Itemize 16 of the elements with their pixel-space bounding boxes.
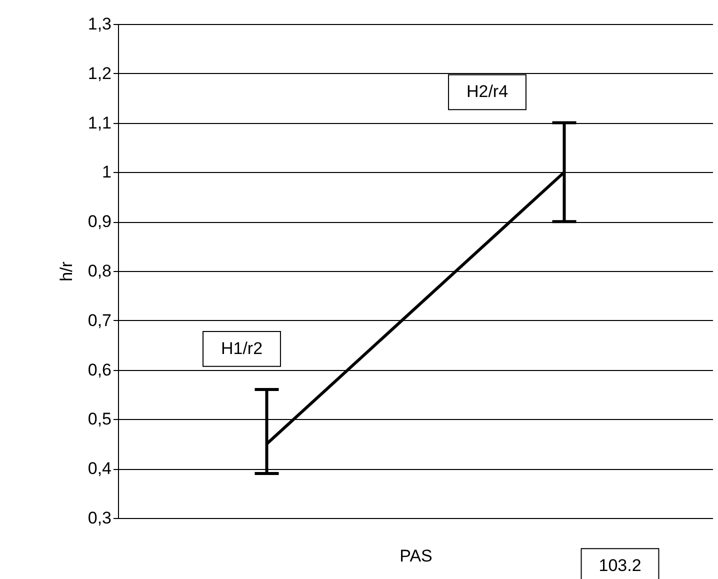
y-tick-label: 1,1 (88, 113, 112, 132)
text: 103.2 (598, 556, 642, 575)
y-tick-label: 0,7 (88, 310, 112, 330)
annotation: H1/r2 (220, 338, 263, 358)
y-tick-label: 0,9 (88, 212, 112, 232)
y-tick-label: 1 (102, 162, 112, 182)
y-tick-label: 0,5 (88, 410, 112, 429)
y-tick-label: 0,3 (88, 508, 112, 528)
y-tick-label: 0,6 (88, 360, 112, 380)
y-tick-label: 0,4 (88, 459, 112, 478)
y-tick-label: 0,8 (88, 262, 112, 280)
y-tick-label: 1,2 (88, 64, 112, 83)
x-axis-title: PAS (400, 546, 432, 566)
y-tick-label: 1,3 (88, 14, 112, 34)
annotation: H2/r4 (466, 82, 508, 102)
y-axis-title: h/r (56, 261, 76, 282)
